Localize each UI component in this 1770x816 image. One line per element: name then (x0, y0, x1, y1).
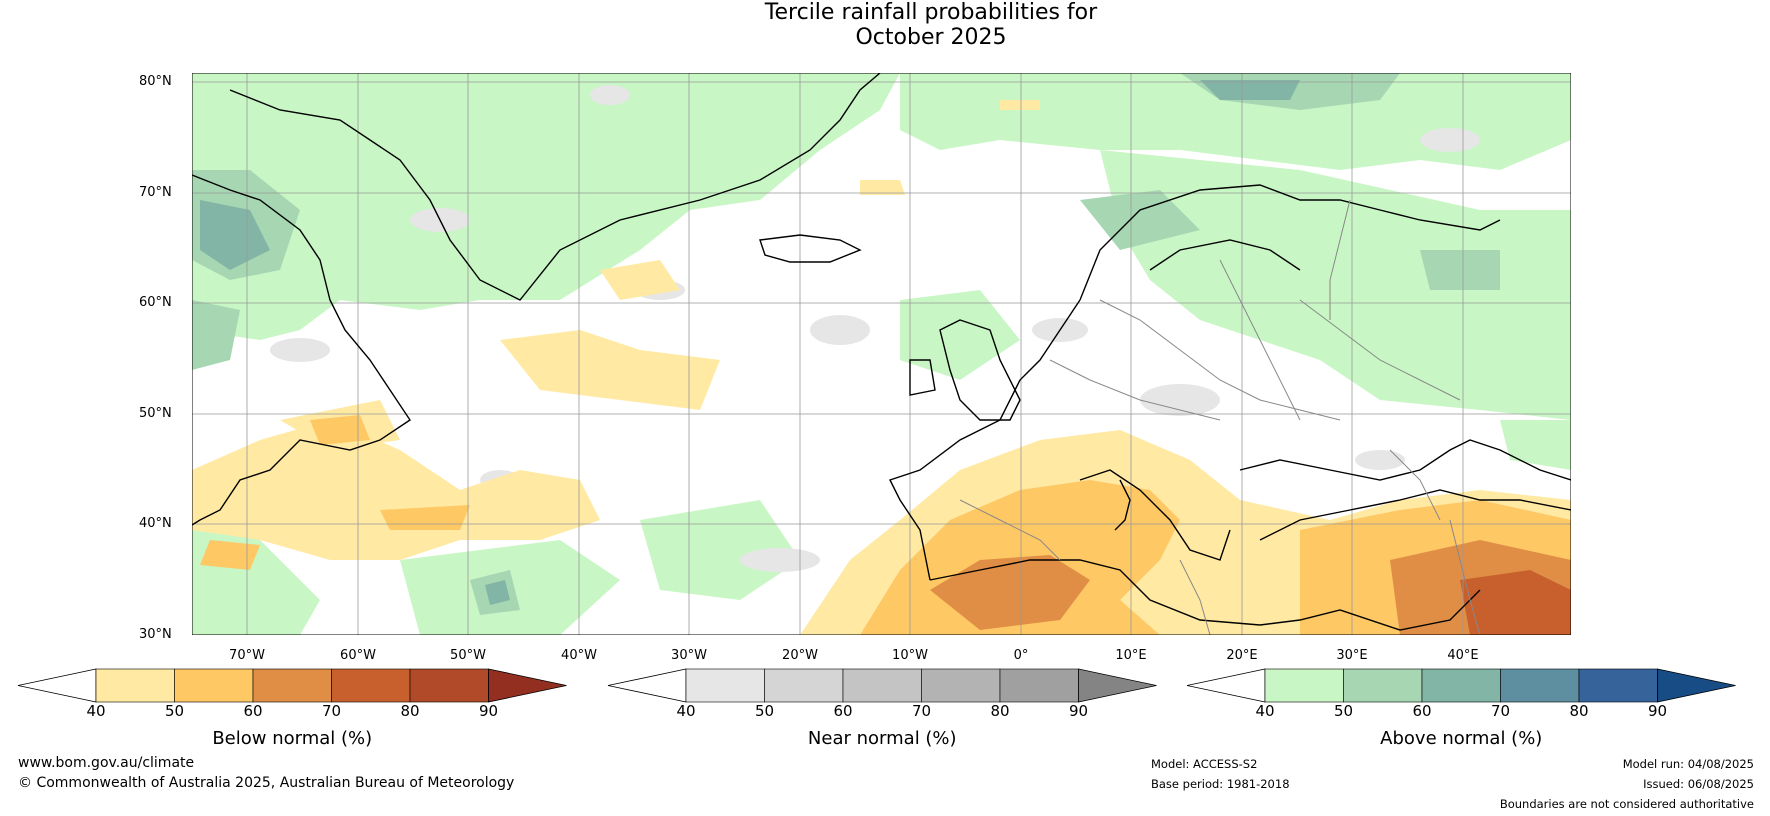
below-normal-colorbar-segment (409, 668, 489, 703)
lon-label-30e: 30°E (1336, 648, 1368, 663)
above-normal-colorbar-tick: 90 (1647, 702, 1668, 720)
base-period-text: Base period: 1981-2018 (1151, 777, 1290, 791)
website-text: www.bom.gov.au/climate (18, 755, 195, 771)
below-normal-colorbar-tick: 90 (478, 702, 499, 720)
above-normal-60-shading (200, 80, 1300, 605)
near-normal-colorbar-tick: 80 (990, 702, 1010, 720)
above-normal-colorbar-segment (1500, 668, 1580, 703)
lat-label-60n: 60°N (139, 295, 172, 310)
near-normal-colorbar-tick: 60 (833, 702, 853, 720)
above-normal-colorbar-tick: 40 (1255, 702, 1275, 720)
lon-label-60w: 60°W (340, 648, 376, 663)
lat-label-80n: 80°N (139, 74, 172, 89)
below-normal-colorbar-segment (174, 668, 254, 703)
lon-label-40e: 40°E (1447, 648, 1479, 663)
near-normal-colorbar-title: Near normal (%) (807, 728, 957, 749)
below-normal-colorbar-segment (252, 668, 332, 703)
country-borders (959, 199, 1481, 635)
above-normal-colorbar-tick: 70 (1490, 702, 1511, 720)
above-normal-colorbar-tick: 60 (1412, 702, 1432, 720)
near-normal-colorbar-tick: 50 (754, 702, 775, 720)
below-normal-colorbar-title: Below normal (%) (212, 728, 373, 749)
below-normal-colorbar-tick: 50 (164, 702, 185, 720)
near-normal-colorbar-max-triangle (1078, 668, 1157, 703)
near-normal-colorbar-segment (764, 668, 844, 703)
below-normal-colorbar-tick: 80 (400, 702, 420, 720)
lon-label-0: 0° (1013, 648, 1029, 663)
above-normal-colorbar-tick: 80 (1569, 702, 1589, 720)
copyright-text: © Commonwealth of Australia 2025, Austra… (18, 775, 515, 791)
below-normal-colorbar-segment (95, 668, 175, 703)
above-normal-colorbar-segment (1578, 668, 1658, 703)
map-area (192, 73, 1571, 635)
lon-label-20e: 20°E (1226, 648, 1258, 663)
below-normal-70-shading (1460, 570, 1571, 635)
lat-label-30n: 30°N (139, 627, 172, 642)
near-normal-colorbar-tick: 70 (911, 702, 932, 720)
below-normal-colorbar-tick: 60 (243, 702, 263, 720)
lon-label-40w: 40°W (561, 648, 597, 663)
above-normal-colorbar-segment (1264, 668, 1344, 703)
lat-label-40n: 40°N (139, 516, 172, 531)
colorbar-group (17, 668, 1736, 703)
lon-label-10w: 10°W (892, 648, 928, 663)
below-normal-colorbar-tick: 40 (86, 702, 106, 720)
below-normal-colorbar-min-triangle (17, 668, 97, 703)
lat-label-70n: 70°N (139, 185, 172, 200)
map-title: Tercile rainfall probabilities for Octob… (0, 0, 1770, 50)
graticule (192, 73, 1571, 635)
above-normal-colorbar-tick: 50 (1333, 702, 1354, 720)
title-line-1: Tercile rainfall probabilities for (764, 0, 1098, 25)
above-normal-colorbar-segment (1343, 668, 1423, 703)
model-text: Model: ACCESS-S2 (1151, 757, 1258, 771)
near-normal-colorbar-segment (999, 668, 1079, 703)
near-normal-colorbar-segment (842, 668, 922, 703)
issued-text: Issued: 06/08/2025 (1643, 777, 1754, 791)
lon-label-20w: 20°W (782, 648, 818, 663)
lon-label-10e: 10°E (1115, 648, 1147, 663)
lon-label-30w: 30°W (671, 648, 707, 663)
near-normal-colorbar-min-triangle (607, 668, 687, 703)
coastlines (192, 73, 1571, 631)
near-normal-colorbar-tick: 40 (676, 702, 696, 720)
model-run-text: Model run: 04/08/2025 (1622, 757, 1754, 771)
near-normal-colorbar-tick: 90 (1068, 702, 1089, 720)
near-normal-colorbar-segment (921, 668, 1001, 703)
above-normal-colorbar-segment (1421, 668, 1501, 703)
above-normal-colorbar-max-triangle (1657, 668, 1736, 703)
below-normal-colorbar-max-triangle (488, 668, 567, 703)
lat-label-50n: 50°N (139, 406, 172, 421)
lon-label-70w: 70°W (229, 648, 265, 663)
above-normal-colorbar-title: Above normal (%) (1380, 728, 1543, 749)
below-normal-colorbar-segment (331, 668, 411, 703)
title-line-2: October 2025 (855, 25, 1007, 50)
below-normal-colorbar-tick: 70 (321, 702, 342, 720)
disclaimer-text: Boundaries are not considered authoritat… (1499, 797, 1754, 811)
lon-label-50w: 50°W (450, 648, 486, 663)
above-normal-colorbar-min-triangle (1186, 668, 1266, 703)
near-normal-colorbar-segment (685, 668, 765, 703)
